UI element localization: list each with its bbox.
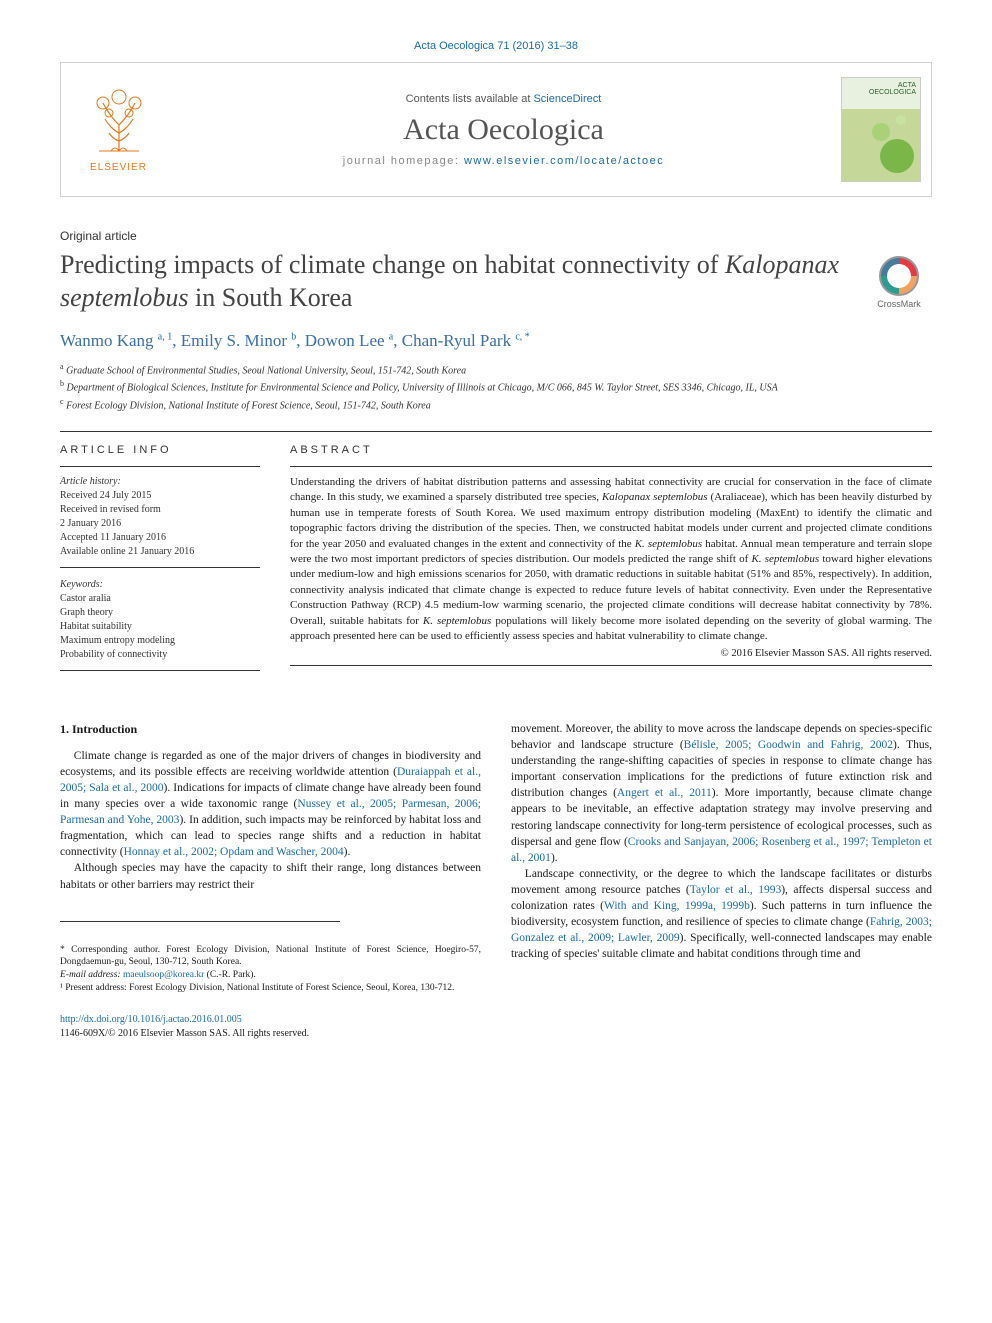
homepage-link[interactable]: www.elsevier.com/locate/actoec [464, 155, 664, 167]
history-online: Available online 21 January 2016 [60, 545, 260, 559]
divider [60, 431, 932, 432]
title-text-post: in South Korea [189, 283, 353, 312]
elsevier-wordmark: ELSEVIER [79, 162, 159, 173]
body-paragraph: Climate change is regarded as one of the… [60, 748, 481, 861]
history-revised1: Received in revised form [60, 503, 260, 517]
section-heading-intro: 1. Introduction [60, 721, 481, 738]
article-info-column: ARTICLE INFO Article history: Received 2… [60, 444, 260, 681]
keyword-item: Habitat suitability [60, 620, 260, 634]
article-info-heading: ARTICLE INFO [60, 444, 260, 456]
present-address-note: ¹ Present address: Forest Ecology Divisi… [60, 982, 481, 995]
email-line: E-mail address: maeulsoop@korea.kr (C.-R… [60, 969, 481, 982]
body-two-column: 1. Introduction Climate change is regard… [60, 721, 932, 1041]
header-center: Contents lists available at ScienceDirec… [176, 63, 831, 196]
title-text-pre: Predicting impacts of climate change on … [60, 250, 725, 279]
footnote-rule [60, 921, 340, 922]
keywords-block: Keywords: Castor araliaGraph theoryHabit… [60, 578, 260, 671]
crossmark-label: CrossMark [877, 299, 921, 309]
sciencedirect-link[interactable]: ScienceDirect [533, 93, 601, 105]
doi-link[interactable]: http://dx.doi.org/10.1016/j.actao.2016.0… [60, 1013, 481, 1027]
article-history: Article history: Received 24 July 2015 R… [60, 475, 260, 568]
issn-copyright: 1146-609X/© 2016 Elsevier Masson SAS. Al… [60, 1027, 481, 1041]
keyword-item: Probability of connectivity [60, 648, 260, 662]
history-accepted: Accepted 11 January 2016 [60, 531, 260, 545]
elsevier-tree-icon [79, 85, 159, 155]
body-right-column: movement. Moreover, the ability to move … [511, 721, 932, 1041]
journal-header: ELSEVIER Contents lists available at Sci… [60, 62, 932, 197]
corresponding-author-note: * Corresponding author. Forest Ecology D… [60, 944, 481, 970]
abstract-heading: ABSTRACT [290, 444, 932, 456]
history-label: Article history: [60, 475, 260, 489]
journal-cover-cell: ACTAOECOLOGICA [831, 63, 931, 196]
email-label: E-mail address: [60, 970, 123, 980]
journal-homepage-line: journal homepage: www.elsevier.com/locat… [343, 155, 664, 167]
keyword-item: Castor aralia [60, 592, 260, 606]
keyword-item: Graph theory [60, 606, 260, 620]
journal-name: Acta Oecologica [403, 113, 604, 147]
cover-title: ACTAOECOLOGICA [869, 82, 916, 96]
body-paragraph: Although species may have the capacity t… [60, 860, 481, 892]
email-person: (C.-R. Park). [204, 970, 255, 980]
body-paragraph: Landscape connectivity, or the degree to… [511, 866, 932, 963]
body-left-column: 1. Introduction Climate change is regard… [60, 721, 481, 1041]
affiliation-a: a Graduate School of Environmental Studi… [60, 361, 932, 378]
copyright-line: © 2016 Elsevier Masson SAS. All rights r… [290, 648, 932, 659]
homepage-prefix: journal homepage: [343, 155, 464, 167]
history-revised2: 2 January 2016 [60, 517, 260, 531]
crossmark-badge[interactable]: CrossMark [866, 249, 932, 315]
elsevier-logo[interactable]: ELSEVIER [79, 85, 159, 175]
affiliations: a Graduate School of Environmental Studi… [60, 361, 932, 413]
footnotes: * Corresponding author. Forest Ecology D… [60, 944, 481, 995]
contents-prefix: Contents lists available at [406, 93, 534, 105]
authors-line: Wanmo Kang a, 1, Emily S. Minor b, Dowon… [60, 331, 932, 351]
keyword-item: Maximum entropy modeling [60, 634, 260, 648]
journal-cover-thumb[interactable]: ACTAOECOLOGICA [841, 77, 921, 182]
article-title: Predicting impacts of climate change on … [60, 249, 846, 314]
article-type: Original article [60, 229, 932, 243]
keywords-label: Keywords: [60, 578, 260, 592]
affiliation-c: c Forest Ecology Division, National Inst… [60, 396, 932, 413]
abstract-column: ABSTRACT Understanding the drivers of ha… [290, 444, 932, 681]
publisher-logo-cell: ELSEVIER [61, 63, 176, 196]
email-address[interactable]: maeulsoop@korea.kr [123, 970, 204, 980]
doi-block: http://dx.doi.org/10.1016/j.actao.2016.0… [60, 1013, 481, 1041]
body-paragraph: movement. Moreover, the ability to move … [511, 721, 932, 866]
crossmark-icon [879, 256, 919, 296]
history-received: Received 24 July 2015 [60, 489, 260, 503]
abstract-text: Understanding the drivers of habitat dis… [290, 475, 932, 644]
affiliation-b: b Department of Biological Sciences, Ins… [60, 378, 932, 395]
journal-citation: Acta Oecologica 71 (2016) 31–38 [60, 40, 932, 52]
contents-available-line: Contents lists available at ScienceDirec… [406, 93, 602, 105]
